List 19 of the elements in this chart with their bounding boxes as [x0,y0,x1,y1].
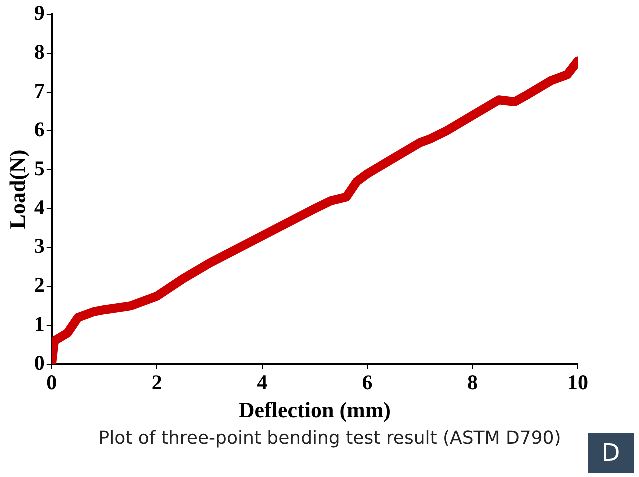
x-axis-title: Deflection (mm) [238,397,392,422]
x-tick-label: 8 [468,370,478,394]
y-tick-label: 5 [34,156,45,180]
y-tick-label: 7 [34,78,45,103]
y-tick-label: 0 [34,350,45,375]
y-tick-label: 3 [34,234,45,258]
y-tick-label: 1 [34,312,45,336]
y-tick-label: 2 [34,273,45,298]
y-tick-label: 4 [34,195,46,220]
text: Plot of three-point bending test result (ASTM D790) [98,428,562,450]
x-tick-label: 6 [362,370,373,394]
text: D [588,433,634,473]
x-tick-label: 2 [152,370,162,394]
x-tick-label: 10 [568,370,588,394]
y-tick-label: 6 [34,118,45,142]
y-tick-label: 9 [34,1,45,26]
x-tick-label: 4 [257,370,268,394]
y-tick-label: 8 [34,40,45,64]
y-axis-title: Load(N) [4,150,30,230]
